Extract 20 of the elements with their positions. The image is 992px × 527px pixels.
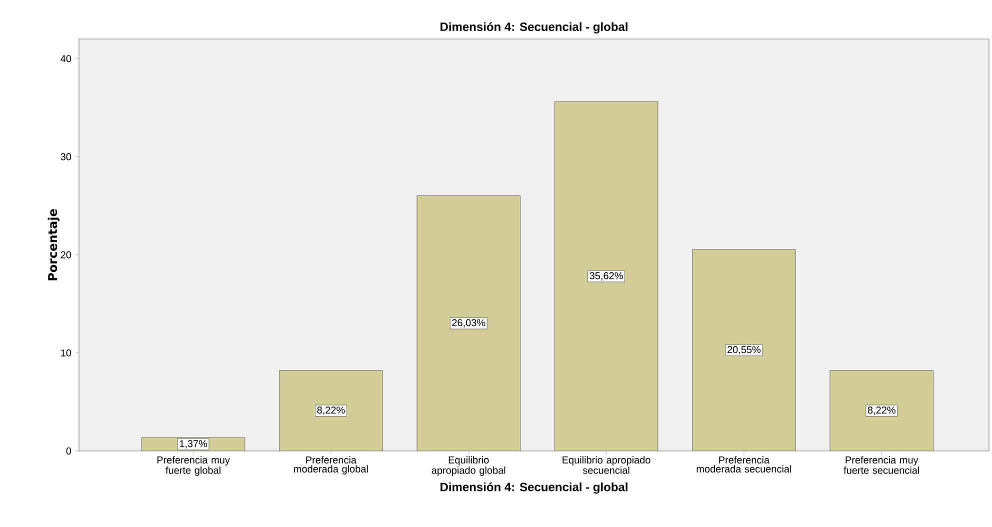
chart-title: Dimensión 4: Secuencial - global: [440, 22, 628, 34]
data-label: 8,22%: [868, 406, 896, 415]
y-tick-label: 30: [60, 153, 72, 160]
x-tick-label: Equilibrio apropiado secuencial: [562, 456, 650, 474]
y-axis-title: Porcentaje: [48, 209, 60, 280]
x-tick-label: Preferencia moderada global: [294, 456, 368, 475]
x-tick-label: Equilibrio apropiado global: [432, 456, 506, 476]
y-tick-label: 40: [60, 55, 72, 62]
y-tick-label: 20: [60, 251, 72, 258]
data-label: 8,22%: [317, 406, 345, 415]
data-label: 20,55%: [728, 346, 761, 354]
y-tick-label: 0: [66, 447, 72, 455]
data-label: 26,03%: [452, 319, 486, 328]
x-tick-label: Preferencia moderada secuencial: [696, 456, 792, 473]
x-tick-label: Preferencia muy fuerte secuencial: [844, 456, 920, 474]
x-axis-title: Dimensión 4: Secuencial - global: [440, 482, 628, 494]
y-tick-label: 10: [61, 349, 72, 356]
x-tick-label: Preferencia muy fuerte global: [157, 456, 230, 476]
data-label: 35,62%: [590, 272, 623, 280]
data-label: 1,37%: [180, 440, 208, 448]
